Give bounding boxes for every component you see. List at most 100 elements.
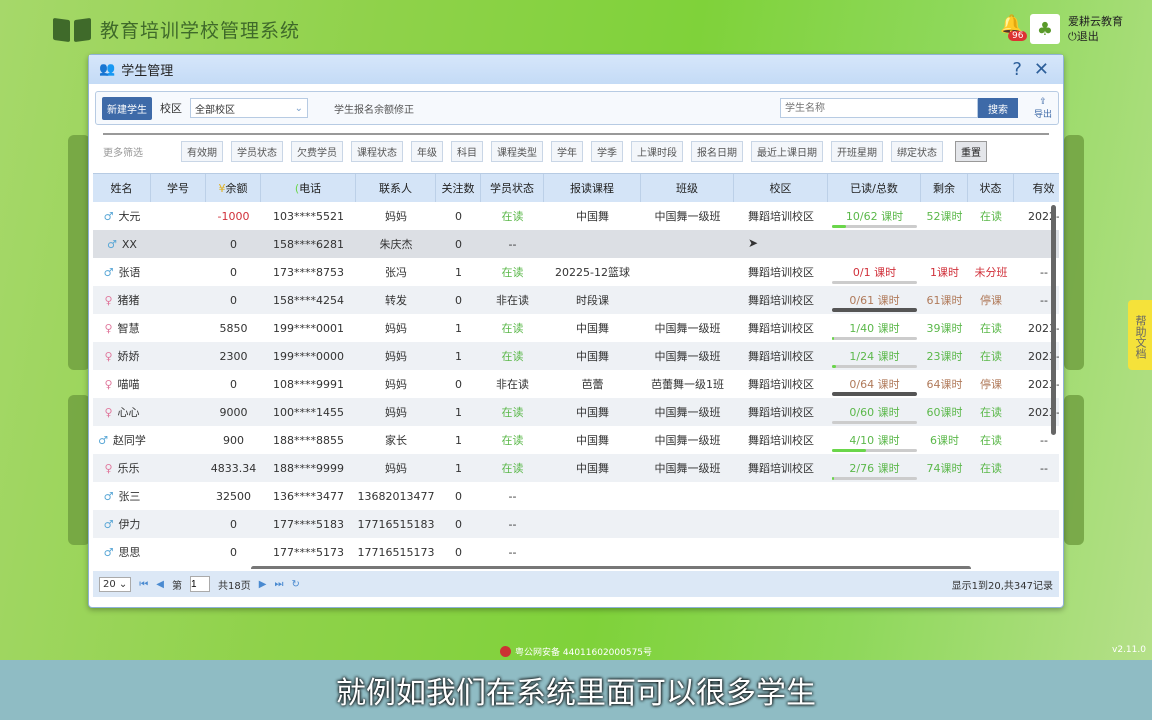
student-management-dialog: 👥 学生管理 ?✕ 新建学生 校区 全部校区⌄ 学生报名余额修正 搜索 ⇪导出 …: [88, 54, 1064, 608]
filter-button[interactable]: 最近上课日期: [751, 141, 823, 162]
column-header[interactable]: 学号: [151, 174, 206, 202]
filter-button[interactable]: 开班星期: [831, 141, 883, 162]
table-row[interactable]: ♂ 伊力 0 177****5183 17716515183 0 --: [93, 510, 1059, 538]
power-icon: ⏻: [1068, 30, 1077, 43]
filter-button[interactable]: 课程类型: [491, 141, 543, 162]
table-row[interactable]: ♂ XX 0 158****6281 朱庆杰 0 --: [93, 230, 1059, 258]
filter-button[interactable]: 学季: [591, 141, 623, 162]
filter-button[interactable]: 欠费学员: [291, 141, 343, 162]
column-header[interactable]: 报读课程: [544, 174, 641, 202]
filter-button[interactable]: 报名日期: [691, 141, 743, 162]
column-header[interactable]: 班级: [641, 174, 734, 202]
reset-button[interactable]: 重置: [955, 141, 987, 162]
column-header[interactable]: 关注数: [436, 174, 481, 202]
horizontal-scrollbar[interactable]: [251, 566, 971, 569]
cell-course: 中国舞: [544, 314, 641, 342]
more-filters-label: 更多筛选: [103, 148, 143, 159]
filter-button[interactable]: 年级: [411, 141, 443, 162]
table-row[interactable]: ♀ 娇娇 2300 199****0000 妈妈 1 在读 中国舞 中国舞一级班 舞蹈培训校区 1/…: [93, 342, 1059, 370]
cell-campus-text: 舞蹈培训校区: [748, 406, 814, 419]
table-row[interactable]: ♀ 智慧 5850 199****0001 妈妈 1 在读 中国舞 中国舞一级班 舞蹈培训校区 1/…: [93, 314, 1059, 342]
page-input[interactable]: [190, 576, 210, 592]
cell-sstatus: 在读: [481, 202, 544, 230]
refresh-icon[interactable]: ↻: [291, 578, 300, 590]
cell-valid-text: --: [1040, 265, 1048, 279]
filter-button[interactable]: 有效期: [181, 141, 223, 162]
table-row[interactable]: ♀ 心心 9000 100****1455 妈妈 1 在读 中国舞 中国舞一级班 舞蹈培训校区 0/…: [93, 398, 1059, 426]
bell-icon[interactable]: 🔔 96: [1000, 14, 1028, 41]
cell-status-text: 在读: [980, 406, 1002, 419]
table-row[interactable]: ♂ 张三 32500 136****3477 13682013477 0 --: [93, 482, 1059, 510]
cell-phone: 188****8855: [261, 426, 356, 454]
filter-button[interactable]: 学年: [551, 141, 583, 162]
male-icon: ♂: [103, 517, 114, 531]
cell-balance-text: 0: [230, 545, 237, 559]
last-page-icon[interactable]: ⏭: [274, 578, 284, 590]
logout-link[interactable]: ⏻退出: [1068, 29, 1123, 44]
filter-button[interactable]: 学员状态: [231, 141, 283, 162]
search-button[interactable]: 搜索: [977, 98, 1018, 118]
cell-name-text: 思思: [118, 546, 141, 559]
first-page-icon[interactable]: ⏮: [139, 578, 149, 590]
vertical-scrollbar[interactable]: [1051, 205, 1056, 435]
cell-name-text: 张语: [118, 266, 141, 279]
filter-button[interactable]: 绑定状态: [891, 141, 943, 162]
female-icon: ♀: [104, 461, 113, 475]
table-row[interactable]: ♂ 赵同学 900 188****8855 家长 1 在读 中国舞 中国舞一级班 舞蹈培训校区 4/…: [93, 426, 1059, 454]
column-header[interactable]: 联系人: [356, 174, 436, 202]
column-header[interactable]: 状态: [968, 174, 1014, 202]
book-logo-icon: [52, 17, 92, 43]
table-row[interactable]: ♂ 思思 0 177****5173 17716515173 0 --: [93, 538, 1059, 566]
column-header-label: 姓名: [110, 182, 133, 195]
cell-progress: [828, 482, 921, 510]
table-row[interactable]: ♀ 猪猪 0 158****4254 转发 0 非在读 时段课 舞蹈培训校区 0/61 课时 61课…: [93, 286, 1059, 314]
cell-sstatus: --: [481, 482, 544, 510]
progress-fill: [832, 225, 846, 228]
campus-select[interactable]: 全部校区 ⌄: [190, 98, 308, 118]
column-header[interactable]: 校区: [734, 174, 828, 202]
cell-balance-text: 0: [230, 517, 237, 531]
prev-page-icon[interactable]: ◀: [156, 578, 164, 590]
help-button[interactable]: ?: [1012, 59, 1022, 80]
filter-button[interactable]: 科目: [451, 141, 483, 162]
new-student-button[interactable]: 新建学生: [102, 96, 152, 120]
column-header[interactable]: 姓名: [93, 174, 151, 202]
cell-id: [151, 202, 206, 230]
cell-campus: [734, 510, 828, 538]
cell-status: 在读: [968, 202, 1014, 230]
column-header[interactable]: (电话: [261, 174, 356, 202]
cell-course: 20225-12篮球: [544, 258, 641, 286]
column-header[interactable]: 学员状态: [481, 174, 544, 202]
cell-phone: 136****3477: [261, 482, 356, 510]
cell-follow: 1: [436, 342, 481, 370]
progress-bar: [832, 337, 917, 340]
cell-follow-text: 0: [455, 377, 462, 391]
cell-phone: 199****0001: [261, 314, 356, 342]
export-button[interactable]: ⇪ 导出: [1034, 97, 1052, 120]
table-row[interactable]: ♀ 乐乐 4833.34 188****9999 妈妈 1 在读 中国舞 中国舞一级班 舞蹈培训校…: [93, 454, 1059, 482]
student-search-input[interactable]: [779, 98, 978, 118]
column-header[interactable]: ¥ 余额: [206, 174, 261, 202]
cell-follow: 1: [436, 398, 481, 426]
student-icon: 👥: [99, 62, 116, 77]
table-row[interactable]: ♀ 喵喵 0 108****9991 妈妈 0 非在读 芭蕾 芭蕾舞一级1班 舞蹈培训校区 0/64…: [93, 370, 1059, 398]
table-row[interactable]: ♂ 张语 0 173****8753 张冯 1 在读 20225-12篮球 舞蹈培训校区 0/1 …: [93, 258, 1059, 286]
table-row[interactable]: ♂ 大元 -1000 103****5521 妈妈 0 在读 中国舞 中国舞一级班 舞蹈培训校区 1…: [93, 202, 1059, 230]
male-icon: ♂: [103, 209, 114, 223]
help-docs-tab[interactable]: 帮助文档: [1128, 300, 1152, 370]
cell-campus: 舞蹈培训校区: [734, 342, 828, 370]
page-size-select[interactable]: 20 ⌄: [99, 576, 132, 592]
close-button[interactable]: ✕: [1033, 59, 1049, 80]
cell-status: [968, 538, 1014, 566]
column-header[interactable]: 剩余: [921, 174, 968, 202]
filter-button[interactable]: 课程状态: [351, 141, 403, 162]
column-header[interactable]: 已读/总数: [828, 174, 921, 202]
filter-button[interactable]: 上课时段: [631, 141, 683, 162]
cell-sstatus-text: 在读: [501, 266, 524, 279]
next-page-icon[interactable]: ▶: [258, 578, 267, 590]
cell-progress: 1/24 课时: [828, 342, 921, 370]
balance-fix-link[interactable]: 学生报名余额修正: [334, 104, 414, 116]
cell-follow: 0: [436, 230, 481, 258]
column-header[interactable]: 有效: [1014, 174, 1059, 202]
cell-id: [151, 342, 206, 370]
